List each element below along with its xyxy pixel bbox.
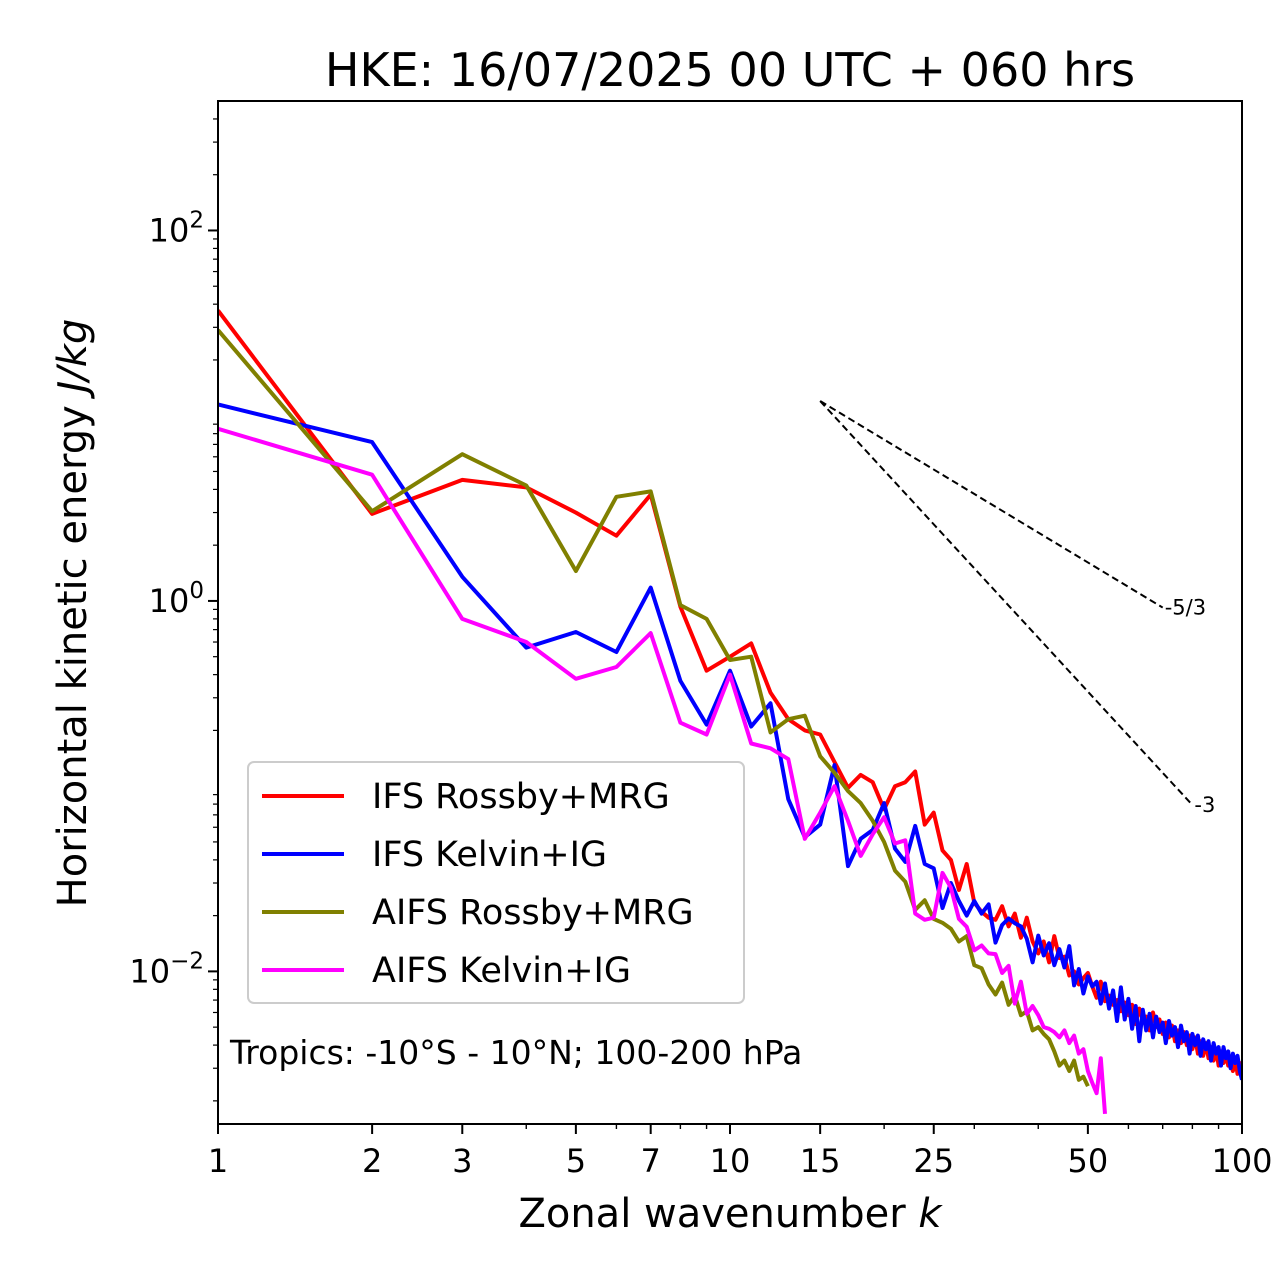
legend-label: AIFS Kelvin+IG: [372, 951, 631, 991]
x-axis-label-var: k: [918, 1191, 943, 1237]
y-tick-label: 10−2: [129, 948, 204, 990]
y-axis-label-text: Horizontal kinetic energy: [50, 393, 96, 908]
chart-title: HKE: 16/07/2025 00 UTC + 060 hrs: [325, 43, 1135, 97]
series-line-aifs-rossby-mrg: [218, 328, 1090, 1088]
x-tick-label: 7: [641, 1142, 661, 1180]
slope-label: -3: [1194, 793, 1215, 817]
y-axis-label-unit: J/kg: [50, 319, 96, 400]
slope-line: [819, 400, 1164, 609]
x-tick-label: 1: [208, 1142, 228, 1180]
region-annotation: Tropics: -10°S - 10°N; 100-200 hPa: [229, 1033, 802, 1072]
y-tick-base: 10: [149, 211, 190, 249]
x-tick-label: 50: [1068, 1142, 1109, 1180]
legend-box: [247, 761, 745, 1004]
x-tick-label: 5: [566, 1142, 586, 1180]
series-lines: [218, 309, 1242, 1115]
y-tick-exponent: 0: [189, 578, 204, 604]
series-line-aifs-kelvin-ig: [218, 426, 1107, 1115]
y-tick-exponent: −2: [170, 948, 204, 974]
x-tick-label: 3: [452, 1142, 472, 1180]
y-axis-label: Horizontal kinetic energy J/kg: [50, 319, 96, 908]
x-tick-label: 25: [913, 1142, 954, 1180]
series-line-ifs-kelvin-ig: [218, 402, 1242, 1081]
y-tick-base: 10: [149, 582, 190, 620]
x-tick-label: 100: [1211, 1142, 1272, 1180]
slope-label: -5/3: [1165, 596, 1206, 620]
legend: IFS Rossby+MRG IFS Kelvin+IG AIFS Rossby+M…: [247, 761, 745, 1004]
x-tick-label: 10: [710, 1142, 751, 1180]
reference-slopes: -5/3 -3: [819, 400, 1215, 817]
y-tick-label: 100: [149, 578, 204, 620]
y-tick-exponent: 2: [189, 207, 204, 233]
x-tick-label: 15: [800, 1142, 841, 1180]
x-axis-label: Zonal wavenumber k: [518, 1191, 943, 1237]
slope-line: [819, 400, 1194, 806]
legend-label: IFS Kelvin+IG: [372, 835, 607, 875]
y-tick-base: 10: [129, 952, 170, 990]
x-axis-label-text: Zonal wavenumber: [518, 1191, 918, 1237]
y-tick-label: 102: [149, 207, 204, 249]
plot-frame: [217, 100, 1243, 1125]
x-tick-label: 2: [362, 1142, 382, 1180]
legend-label: IFS Rossby+MRG: [372, 777, 670, 817]
legend-label: AIFS Rossby+MRG: [372, 893, 694, 933]
